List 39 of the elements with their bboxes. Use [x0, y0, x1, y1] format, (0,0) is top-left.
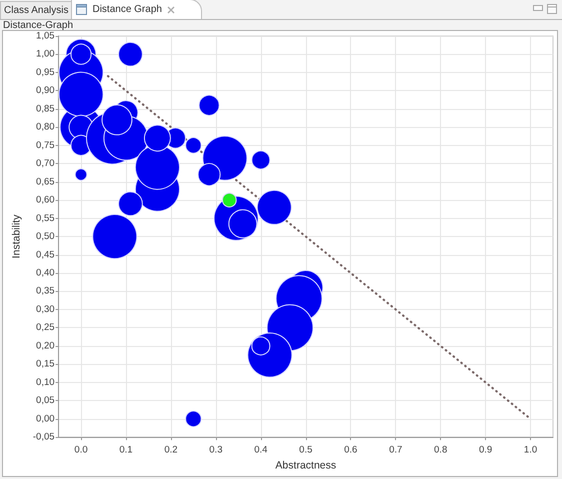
x-tick-label: 0.9 [478, 444, 492, 456]
y-tick-label: 0,20 [36, 340, 55, 352]
y-tick-label: 0,15 [36, 358, 55, 370]
x-tick-label: 0.5 [299, 444, 312, 456]
y-tick-label: 0,35 [36, 286, 55, 297]
y-tick-label: 0,85 [36, 103, 55, 114]
x-tick-label: 0.0 [74, 444, 88, 456]
y-tick-label: 0,70 [36, 158, 55, 170]
y-tick-label: 0,50 [36, 231, 55, 242]
text: Distance Graph [92, 4, 162, 15]
y-tick-label: 0,45 [36, 249, 55, 260]
y-tick-label: 0,90 [36, 85, 55, 96]
y-axis-title: Instability [10, 214, 22, 258]
y-tick-label: 0,65 [36, 176, 55, 188]
x-tick-label: 0.4 [254, 444, 268, 456]
text: Class Analysis [4, 5, 68, 16]
y-tick-label: 0,80 [36, 122, 55, 133]
y-tick-label: 0,95 [36, 66, 55, 78]
y-tick-label: 0,60 [36, 194, 55, 206]
x-axis-title: Abstractness [275, 460, 336, 472]
y-tick-label: 1,05 [36, 30, 55, 42]
x-tick-label: 1.0 [524, 444, 538, 456]
y-tick-label: 1,00 [36, 48, 55, 60]
y-tick-label: 0,30 [36, 304, 55, 315]
y-tick-label: 0,75 [36, 140, 55, 151]
y-tick-label: 0,55 [36, 212, 55, 224]
y-tick-label: 0,05 [36, 395, 55, 406]
x-tick-label: 0.6 [344, 444, 358, 456]
y-tick-label: 0,10 [36, 376, 55, 388]
x-tick-label: 0.1 [119, 444, 133, 456]
chart-title: Distance-Graph [3, 20, 74, 31]
x-tick-label: 0.3 [209, 444, 222, 456]
y-tick-label: 0,40 [36, 268, 55, 279]
x-tick-label: 0.8 [434, 444, 448, 456]
y-tick-label: 0,00 [36, 413, 55, 424]
x-tick-label: 0.7 [389, 444, 402, 456]
y-tick-label: -0,05 [32, 432, 55, 443]
x-tick-label: 0.2 [164, 444, 178, 456]
y-tick-label: 0,25 [36, 322, 55, 334]
